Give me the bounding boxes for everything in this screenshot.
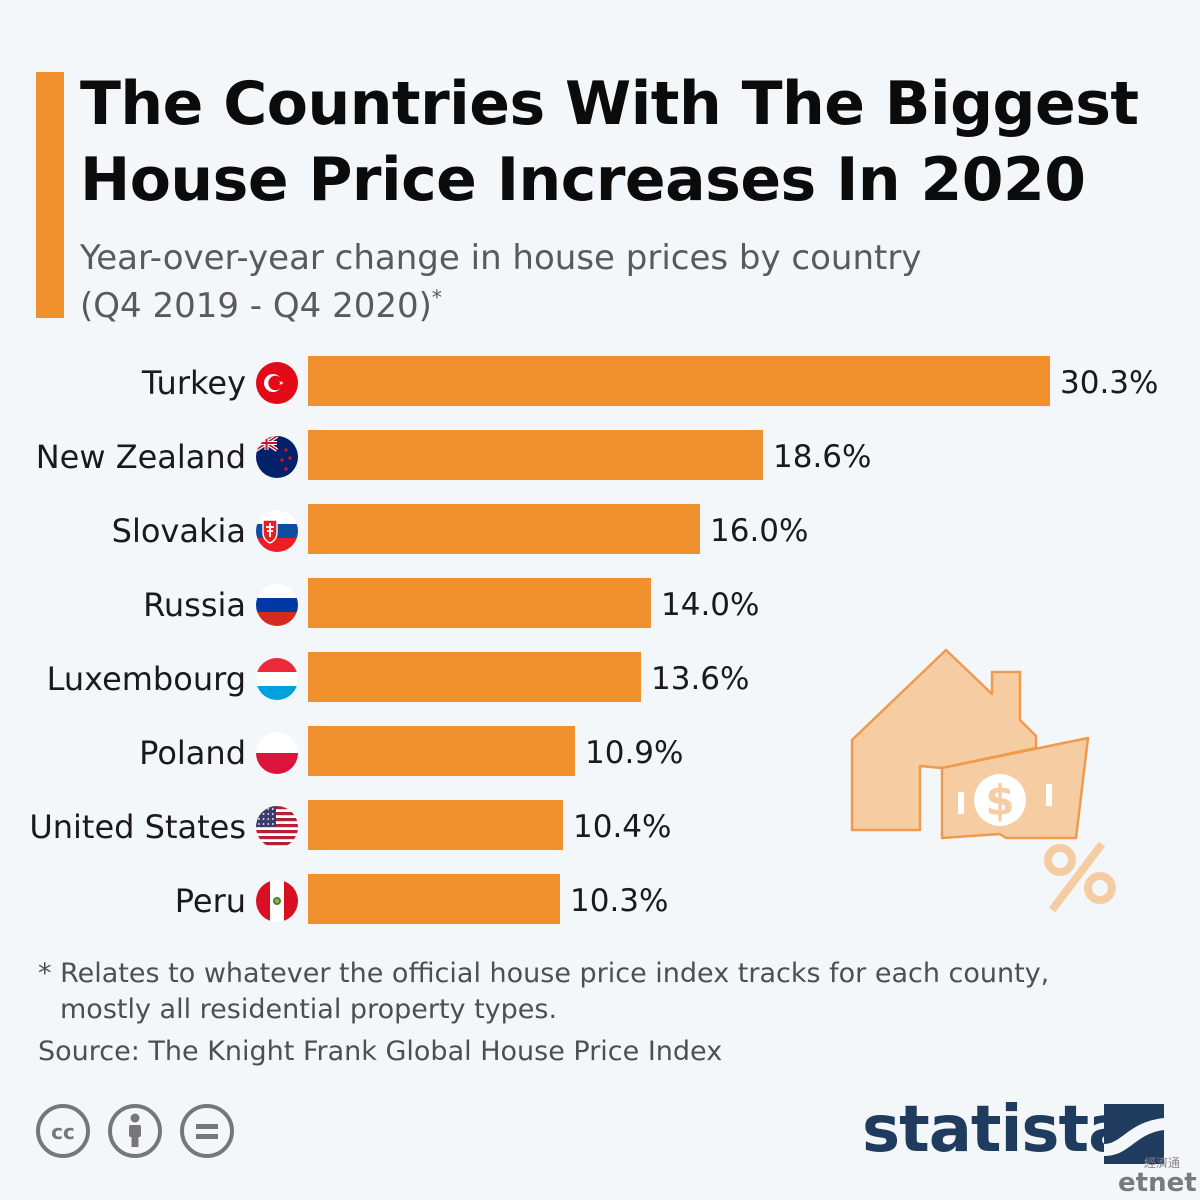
footnote: * Relates to whatever the official house… — [38, 956, 1158, 1028]
chart-title-line2: House Price Increases In 2020 — [80, 145, 1086, 215]
new-zealand-flag-icon — [256, 436, 298, 478]
statista-logo-text[interactable]: statista — [862, 1093, 1131, 1167]
creative-commons-icon[interactable]: cc — [36, 1104, 90, 1158]
etnet-watermark: etnet — [1118, 1168, 1197, 1198]
country-label: United States — [29, 808, 246, 846]
bar-row: Slovakia 16.0% — [0, 504, 1200, 560]
subtitle-footnote-marker: * — [431, 285, 442, 310]
bar-row: New Zealand 18.6% — [0, 430, 1200, 486]
subtitle-line2: (Q4 2019 - Q4 2020) — [80, 286, 432, 326]
chart-title: The Countries With The Biggest House Pri… — [80, 66, 1180, 218]
poland-flag-icon — [256, 732, 298, 774]
license-icons: cc — [36, 1104, 246, 1164]
bar-row: Turkey 30.3% — [0, 356, 1200, 412]
subtitle-line1: Year-over-year change in house prices by… — [80, 238, 922, 278]
etnet-watermark-et: et — [1118, 1168, 1149, 1198]
etnet-watermark-chinese: 經濟通 — [1144, 1156, 1181, 1170]
value-label: 10.9% — [585, 735, 684, 771]
luxembourg-flag-icon — [256, 658, 298, 700]
country-label: Poland — [139, 734, 246, 772]
bar-row: United States 10.4% — [0, 800, 1200, 856]
footnote-line2: mostly all residential property types. — [60, 994, 558, 1025]
value-label: 10.3% — [570, 883, 669, 919]
russia-flag-icon — [256, 584, 298, 626]
country-label: New Zealand — [35, 438, 246, 476]
etnet-watermark-net: net — [1148, 1168, 1197, 1198]
country-label: Peru — [174, 882, 246, 920]
title-accent-bar — [36, 72, 64, 318]
value-label: 13.6% — [651, 661, 750, 697]
bar — [308, 578, 651, 628]
house-with-dollar-and-percent-icon: $ — [850, 648, 1116, 913]
bar-row: Luxembourg 13.6% — [0, 652, 1200, 708]
svg-text:$: $ — [985, 776, 1014, 825]
united-states-flag-icon — [256, 806, 298, 848]
bar-chart: Turkey 30.3% New Zealand 18.6% Slovakia 16.0%… — [0, 350, 1200, 940]
svg-text:cc: cc — [51, 1120, 75, 1144]
bar — [308, 652, 641, 702]
bar — [308, 726, 575, 776]
footnote-line1: * Relates to whatever the official house… — [38, 958, 1050, 989]
bar — [308, 800, 563, 850]
source-note: Source: The Knight Frank Global House Pr… — [38, 1036, 723, 1067]
bar — [308, 356, 1050, 406]
turkey-flag-icon — [256, 362, 298, 404]
country-label: Slovakia — [111, 512, 246, 550]
bar-row: Poland 10.9% — [0, 726, 1200, 782]
no-derivatives-icon[interactable] — [180, 1104, 234, 1158]
chart-title-line1: The Countries With The Biggest — [80, 69, 1139, 139]
value-label: 16.0% — [710, 513, 809, 549]
bar-row: Peru 10.3% — [0, 874, 1200, 930]
country-label: Russia — [143, 586, 246, 624]
value-label: 30.3% — [1060, 365, 1159, 401]
attribution-icon[interactable] — [108, 1104, 162, 1158]
value-label: 18.6% — [773, 439, 872, 475]
bar — [308, 874, 560, 924]
bar — [308, 430, 763, 480]
value-label: 10.4% — [573, 809, 672, 845]
slovakia-flag-icon — [256, 510, 298, 552]
bar — [308, 504, 700, 554]
bar-row: Russia 14.0% — [0, 578, 1200, 634]
country-label: Turkey — [141, 364, 246, 402]
statista-logo-icon[interactable] — [1104, 1104, 1164, 1164]
country-label: Luxembourg — [46, 660, 246, 698]
peru-flag-icon — [256, 880, 298, 922]
chart-subtitle: Year-over-year change in house prices by… — [80, 234, 1080, 330]
value-label: 14.0% — [661, 587, 760, 623]
